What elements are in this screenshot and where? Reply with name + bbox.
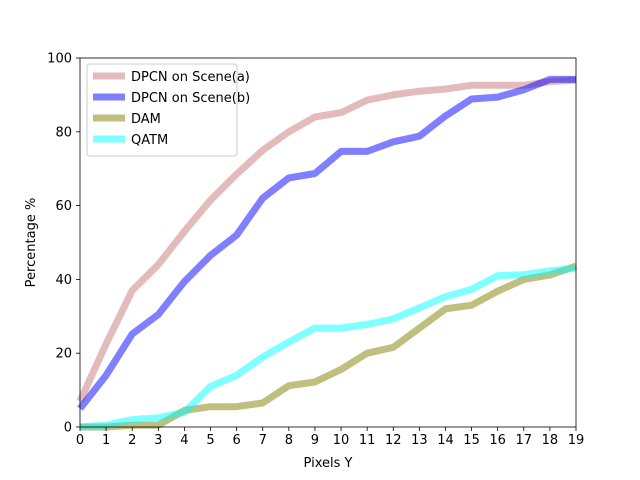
x-tick-label: 7 bbox=[259, 433, 267, 448]
series-line-2 bbox=[77, 75, 576, 411]
y-tick-label: 80 bbox=[55, 125, 72, 140]
y-axis-label: Percentage % bbox=[24, 198, 39, 288]
x-tick-label: 18 bbox=[542, 433, 559, 448]
x-tick-label: 5 bbox=[206, 433, 214, 448]
legend-label-4: QATM bbox=[131, 133, 168, 148]
series-layer bbox=[76, 75, 578, 431]
x-tick-label: 1 bbox=[102, 433, 110, 448]
legend-label-2: DPCN on Scene(b) bbox=[131, 91, 250, 106]
x-tick-label: 14 bbox=[437, 433, 454, 448]
series-line-3 bbox=[80, 262, 578, 431]
x-tick-label: 12 bbox=[385, 433, 402, 448]
legend-label-1: DPCN on Scene(a) bbox=[131, 70, 250, 85]
legend: DPCN on Scene(a) DPCN on Scene(b) DAM QATM bbox=[86, 63, 250, 157]
y-tick-label: 100 bbox=[47, 52, 72, 67]
x-tick-label: 11 bbox=[359, 433, 376, 448]
x-tick-label: 4 bbox=[180, 433, 188, 448]
x-tick-label: 9 bbox=[311, 433, 319, 448]
x-tick-label: 10 bbox=[333, 433, 350, 448]
legend-box bbox=[86, 63, 238, 157]
x-tick-label: 6 bbox=[232, 433, 240, 448]
x-tick-label: 13 bbox=[411, 433, 428, 448]
x-tick-label: 2 bbox=[128, 433, 136, 448]
y-tick-label: 0 bbox=[64, 421, 72, 436]
y-tick-label: 60 bbox=[55, 199, 72, 214]
x-tick-label: 0 bbox=[76, 433, 84, 448]
x-tick-label: 3 bbox=[154, 433, 162, 448]
x-tick-label: 19 bbox=[568, 433, 585, 448]
plot-frame bbox=[79, 57, 577, 428]
x-tick-label: 8 bbox=[285, 433, 293, 448]
x-tick-label: 16 bbox=[489, 433, 506, 448]
x-tick-label: 15 bbox=[463, 433, 480, 448]
y-axis: 0 20 40 60 80 100 bbox=[47, 52, 80, 436]
x-tick-label: 17 bbox=[516, 433, 533, 448]
x-axis-label: Pixels Y bbox=[304, 456, 353, 471]
series-line-1 bbox=[76, 76, 577, 403]
legend-label-3: DAM bbox=[131, 112, 161, 127]
x-axis: 0 1 2 3 4 5 6 7 8 9 10 11 12 13 14 15 16 17 18 19 bbox=[76, 427, 584, 448]
series-line-4 bbox=[79, 264, 577, 431]
y-tick-label: 20 bbox=[55, 347, 72, 362]
y-tick-label: 40 bbox=[55, 273, 72, 288]
